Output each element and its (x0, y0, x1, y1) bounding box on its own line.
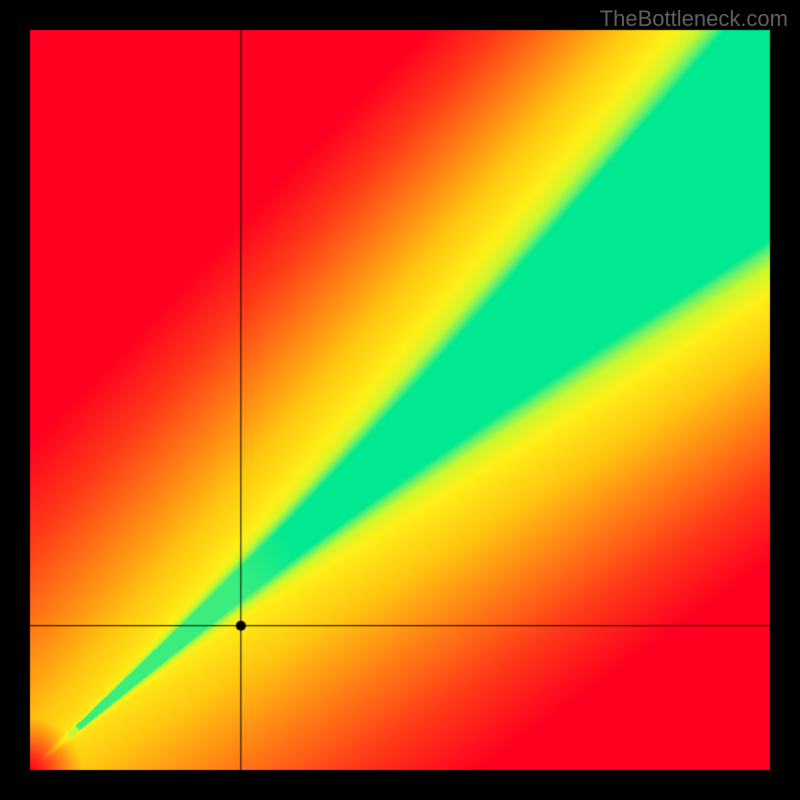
bottleneck-heatmap (0, 0, 800, 800)
watermark-text: TheBottleneck.com (600, 6, 788, 32)
chart-container: TheBottleneck.com (0, 0, 800, 800)
